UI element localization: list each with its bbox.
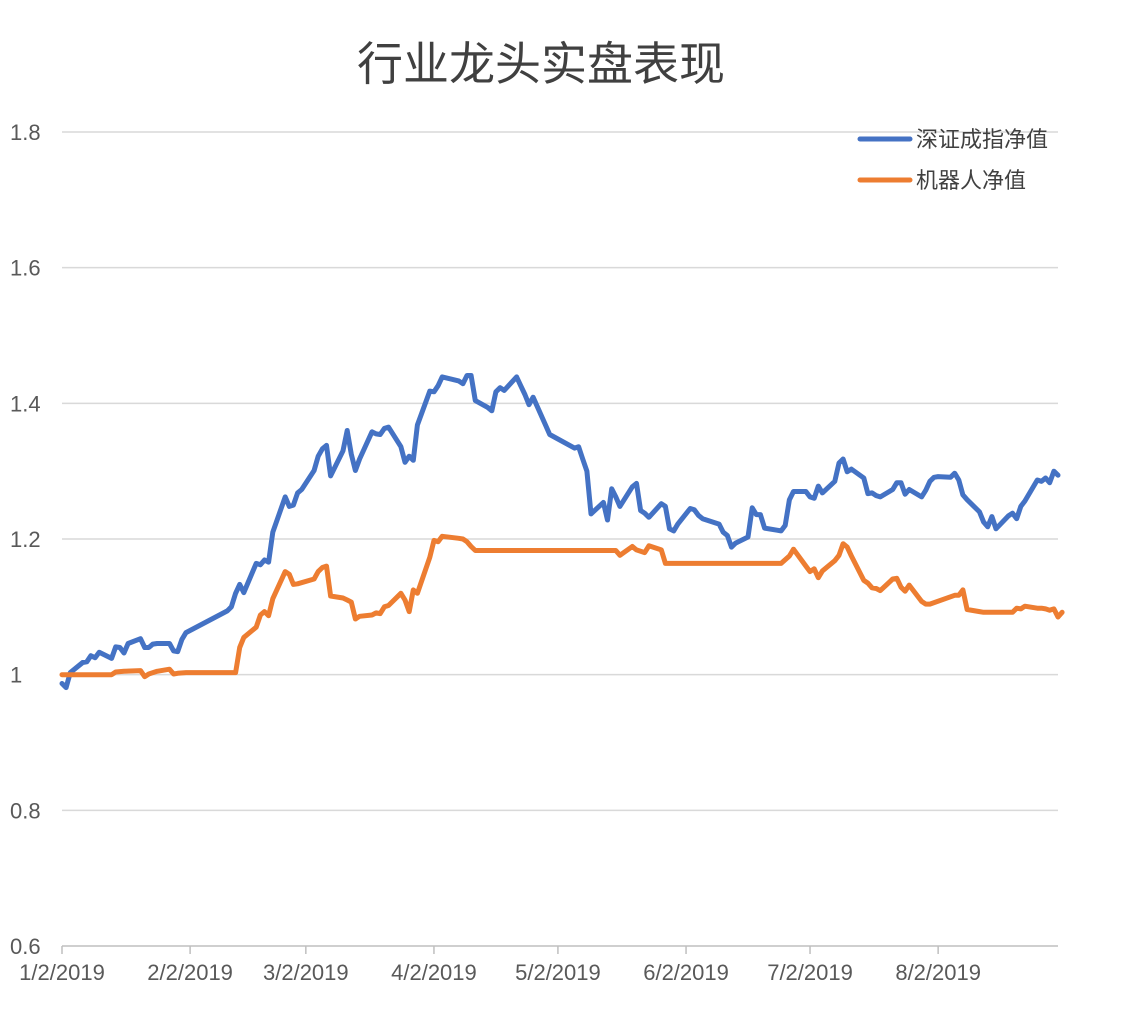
legend-label: 深证成指净值 (916, 128, 1048, 153)
y-tick-label: 1.8 (10, 120, 41, 145)
y-tick-label: 1.6 (10, 256, 41, 281)
legend-label: 机器人净值 (916, 169, 1026, 194)
x-tick-label: 3/2/2019 (263, 960, 349, 985)
x-axis: 1/2/2019 2/2/2019 3/2/2019 4/2/2019 5/2/2019… (19, 946, 981, 985)
x-tick-label: 4/2/2019 (391, 960, 477, 985)
y-tick-label: 1.2 (10, 527, 41, 552)
y-tick-label: 0.8 (10, 798, 41, 823)
x-tick-label: 2/2/2019 (147, 960, 233, 985)
series-line-1 (59, 373, 1061, 691)
x-tick-label: 5/2/2019 (515, 960, 601, 985)
chart-title: 行业龙头实盘表现 (357, 37, 725, 91)
x-tick-label: 1/2/2019 (19, 960, 105, 985)
x-tick-label: 6/2/2019 (643, 960, 729, 985)
plot-area (59, 373, 1065, 691)
gridlines (62, 131, 1058, 947)
x-tick-label: 8/2/2019 (895, 960, 981, 985)
x-tick-label: 7/2/2019 (767, 960, 853, 985)
y-tick-label: 0.6 (10, 934, 41, 959)
y-tick-label: 1.4 (10, 391, 41, 416)
y-tick-label: 1 (10, 663, 22, 688)
y-axis: 0.6 0.8 1 1.2 1.4 1.6 1.8 (10, 120, 41, 959)
series-line-2 (59, 533, 1065, 680)
